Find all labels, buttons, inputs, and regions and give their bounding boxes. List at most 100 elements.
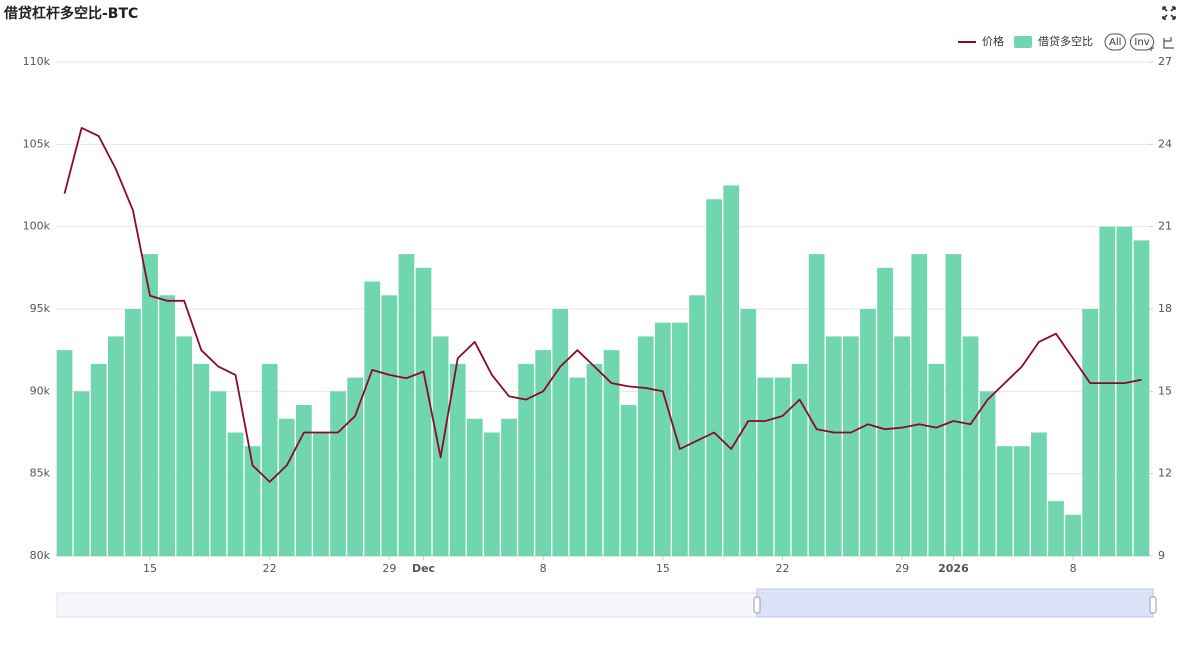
bar bbox=[90, 363, 107, 556]
x-tick-label: 8 bbox=[1070, 562, 1077, 575]
bar bbox=[159, 295, 175, 556]
bar bbox=[466, 418, 483, 556]
y2-tick-label: 27 bbox=[1158, 55, 1172, 68]
bar bbox=[364, 281, 381, 556]
y-tick-label: 80k bbox=[30, 549, 51, 562]
legend-label: 价格 bbox=[982, 34, 1004, 48]
bar bbox=[73, 391, 90, 556]
x-tick-label: 2026 bbox=[938, 562, 969, 575]
bar bbox=[689, 295, 705, 556]
legend-item[interactable]: 借贷多空比 bbox=[1014, 34, 1093, 48]
bar bbox=[415, 267, 432, 556]
plot-area bbox=[56, 61, 1153, 560]
bar bbox=[569, 377, 586, 556]
bar bbox=[894, 336, 911, 556]
x-tick-label: 8 bbox=[540, 562, 547, 575]
bar bbox=[808, 254, 825, 556]
bar bbox=[586, 363, 603, 556]
x-tick-label: Dec bbox=[412, 562, 435, 575]
bar bbox=[945, 254, 962, 556]
y-tick-label: 85k bbox=[30, 467, 51, 480]
bar bbox=[125, 309, 141, 556]
bar bbox=[637, 336, 654, 556]
bar bbox=[432, 336, 449, 556]
bar bbox=[313, 432, 329, 556]
bar bbox=[535, 350, 552, 556]
bar bbox=[176, 336, 193, 556]
legend-button[interactable]: Inv bbox=[1129, 33, 1155, 51]
bar bbox=[227, 432, 244, 556]
bar bbox=[774, 377, 791, 556]
bar bbox=[672, 322, 688, 556]
bar bbox=[56, 350, 73, 556]
bar bbox=[295, 405, 312, 556]
y-tick-label: 95k bbox=[30, 302, 51, 315]
navigator-handle[interactable] bbox=[753, 596, 761, 614]
bar bbox=[962, 336, 979, 556]
legend-item[interactable]: 价格 bbox=[958, 34, 1004, 48]
button-frame bbox=[1129, 33, 1155, 51]
bar bbox=[860, 309, 876, 556]
navigator-window[interactable] bbox=[756, 588, 1154, 618]
y-tick-label: 90k bbox=[30, 384, 51, 397]
button-label: Inv bbox=[1134, 37, 1149, 48]
bar bbox=[1116, 226, 1133, 556]
bar bbox=[1065, 514, 1081, 556]
bar bbox=[979, 391, 996, 556]
bar bbox=[518, 363, 534, 556]
x-tick-label: 15 bbox=[143, 562, 157, 575]
bar bbox=[381, 295, 398, 556]
price-line bbox=[63, 127, 1142, 483]
y2-tick-label: 15 bbox=[1158, 384, 1172, 397]
button-label: All bbox=[1109, 37, 1121, 48]
bar bbox=[193, 363, 210, 556]
legend-label: 借贷多空比 bbox=[1038, 34, 1093, 48]
bar bbox=[501, 418, 517, 556]
navigator-handle[interactable] bbox=[1149, 596, 1157, 614]
navigator[interactable] bbox=[56, 588, 1157, 618]
x-tick-label: 29 bbox=[895, 562, 909, 575]
y2-tick-label: 9 bbox=[1158, 549, 1165, 562]
bar bbox=[1133, 240, 1150, 556]
bar bbox=[449, 363, 466, 556]
legend-button[interactable]: All bbox=[1104, 33, 1126, 51]
bar bbox=[654, 322, 671, 556]
bar bbox=[877, 267, 893, 556]
bar bbox=[210, 391, 227, 556]
bar bbox=[740, 309, 757, 556]
x-tick-label: 15 bbox=[656, 562, 670, 575]
bar bbox=[620, 405, 637, 556]
x-tick-label: 22 bbox=[775, 562, 789, 575]
y2-tick-label: 18 bbox=[1158, 302, 1172, 315]
legend-swatch bbox=[1014, 36, 1032, 48]
reset-icon[interactable] bbox=[1163, 37, 1174, 49]
y2-tick-label: 21 bbox=[1158, 220, 1172, 233]
toolbar-icons[interactable] bbox=[1162, 6, 1176, 20]
bar bbox=[1013, 446, 1030, 556]
bar bbox=[1099, 226, 1116, 556]
bar bbox=[1031, 432, 1047, 556]
bar bbox=[723, 185, 740, 556]
bar bbox=[107, 336, 124, 556]
bar bbox=[347, 377, 364, 556]
y2-tick-label: 24 bbox=[1158, 137, 1172, 150]
bar bbox=[928, 363, 945, 556]
bar bbox=[825, 336, 842, 556]
bar bbox=[278, 418, 295, 556]
fullscreen-icon[interactable] bbox=[1162, 6, 1176, 20]
x-tick-label: 29 bbox=[382, 562, 396, 575]
bar bbox=[911, 254, 928, 556]
bar bbox=[791, 363, 808, 556]
y-tick-label: 110k bbox=[23, 55, 51, 68]
button-frame bbox=[1104, 33, 1126, 51]
bar bbox=[330, 391, 346, 556]
bar bbox=[552, 309, 569, 556]
bar bbox=[398, 254, 415, 556]
y2-tick-label: 12 bbox=[1158, 467, 1172, 480]
bar bbox=[1082, 309, 1099, 556]
chart-title: 借贷杠杆多空比-BTC bbox=[3, 5, 138, 22]
x-tick-label: 22 bbox=[263, 562, 277, 575]
bar bbox=[842, 336, 859, 556]
